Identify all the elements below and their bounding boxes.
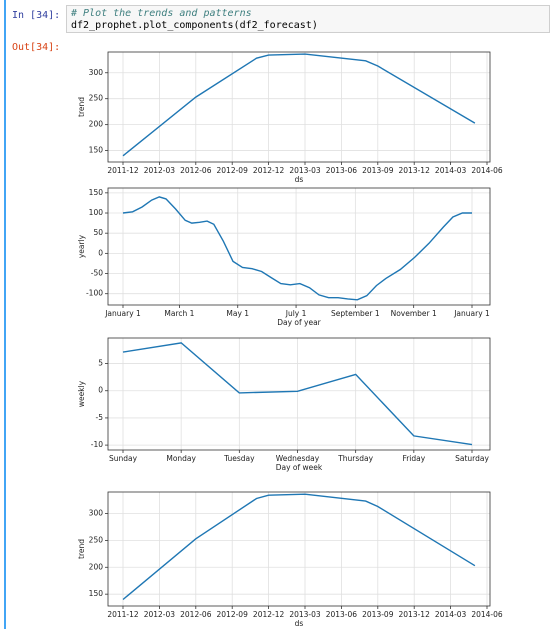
y-tick-label: 300 <box>89 68 104 77</box>
x-tick-label: Sunday <box>109 454 138 463</box>
y-tick-label: -5 <box>96 413 104 422</box>
y-axis-label: trend <box>77 539 86 559</box>
in-prompt: In [34]: <box>12 10 61 21</box>
y-tick-label: 5 <box>98 359 103 368</box>
axes-frame <box>107 337 491 451</box>
trend-line <box>122 493 476 601</box>
code-line: df2_prophet.plot_components(df2_forecast… <box>71 20 318 31</box>
trend-line <box>122 53 476 157</box>
y-tick-label: 300 <box>89 509 104 518</box>
x-tick-label: Monday <box>166 454 196 463</box>
x-tick-label: Tuesday <box>223 454 255 463</box>
x-tick-label: 2014-06 <box>471 610 503 619</box>
x-tick-label: 2012-09 <box>217 166 249 175</box>
x-tick-label: 2012-06 <box>180 610 212 619</box>
y-tick-label: -100 <box>86 289 103 298</box>
cell-selection-bar <box>4 0 6 629</box>
y-tick-label: 200 <box>89 562 104 571</box>
y-axis-label: trend <box>77 97 86 117</box>
trend-line <box>122 196 472 301</box>
y-tick-label: 200 <box>89 120 104 129</box>
code-comment: # Plot the trends and patterns <box>71 8 252 19</box>
x-tick-label: 2014-06 <box>471 166 503 175</box>
y-tick-label: -50 <box>91 269 103 278</box>
x-tick-label: 2011-12 <box>107 610 139 619</box>
x-tick-label: 2013-03 <box>289 166 321 175</box>
x-axis-label: Day of year <box>277 318 321 327</box>
y-tick-label: 100 <box>89 208 104 217</box>
x-axis-label: ds <box>295 175 304 184</box>
x-tick-label: September 1 <box>331 309 380 318</box>
x-tick-label: Wednesday <box>276 454 320 463</box>
x-tick-label: 2013-06 <box>326 610 358 619</box>
y-tick-label: -10 <box>91 440 103 449</box>
y-tick-label: 150 <box>89 188 104 197</box>
x-tick-label: 2012-12 <box>253 166 285 175</box>
x-tick-label: 2014-03 <box>435 610 467 619</box>
x-tick-label: 2012-03 <box>144 166 176 175</box>
trend-line <box>122 342 473 446</box>
axes-frame <box>107 491 491 607</box>
x-axis-label: Day of week <box>276 463 323 472</box>
x-tick-label: 2011-12 <box>107 166 139 175</box>
y-tick-label: 0 <box>98 386 103 395</box>
x-tick-label: March 1 <box>164 309 194 318</box>
axes-frame <box>107 187 491 306</box>
x-tick-label: 2013-03 <box>289 610 321 619</box>
x-tick-label: 2012-03 <box>144 610 176 619</box>
x-tick-label: 2013-09 <box>362 166 394 175</box>
x-tick-label: 2013-12 <box>399 166 431 175</box>
x-axis-label: ds <box>295 619 304 628</box>
x-tick-label: July 1 <box>285 309 307 318</box>
x-tick-label: January 1 <box>453 309 490 318</box>
x-tick-label: November 1 <box>391 309 437 318</box>
y-tick-label: 150 <box>89 589 104 598</box>
out-prompt: Out[34]: <box>12 42 61 53</box>
x-tick-label: May 1 <box>226 309 249 318</box>
code-cell[interactable]: # Plot the trends and patterns df2_proph… <box>66 5 550 33</box>
x-tick-label: 2012-09 <box>217 610 249 619</box>
x-tick-label: January 1 <box>104 309 141 318</box>
y-tick-label: 250 <box>89 94 104 103</box>
y-tick-label: 150 <box>89 146 104 155</box>
x-tick-label: 2013-06 <box>326 166 358 175</box>
y-axis-label: yearly <box>77 234 86 258</box>
x-tick-label: 2012-12 <box>253 610 285 619</box>
x-tick-label: 2014-03 <box>435 166 467 175</box>
y-tick-label: 50 <box>93 228 103 237</box>
x-tick-label: 2013-09 <box>362 610 394 619</box>
y-axis-label: weekly <box>77 380 86 407</box>
x-tick-label: 2013-12 <box>399 610 431 619</box>
y-tick-label: 250 <box>89 535 104 544</box>
x-tick-label: 2012-06 <box>180 166 212 175</box>
y-tick-label: 0 <box>98 248 103 257</box>
x-tick-label: Friday <box>402 454 425 463</box>
axes-frame <box>107 51 491 163</box>
x-tick-label: Thursday <box>337 454 373 463</box>
x-tick-label: Saturday <box>455 454 489 463</box>
